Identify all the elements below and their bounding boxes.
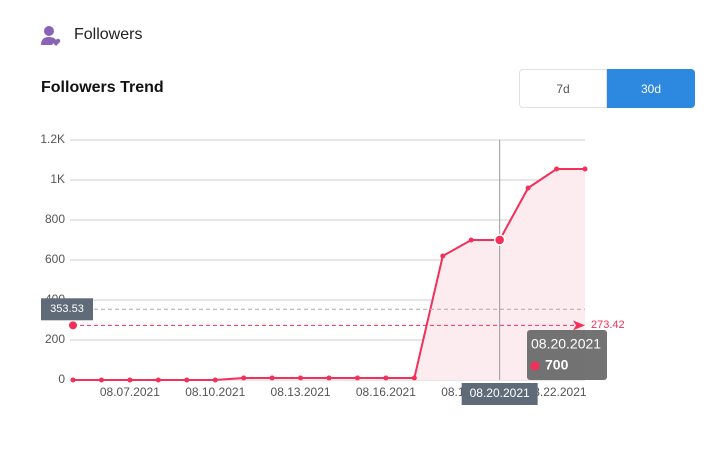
point [70, 377, 76, 383]
point [354, 375, 360, 381]
range-button[interactable]: 7d [519, 69, 607, 108]
point [554, 166, 560, 172]
reference-label: 273.42 [591, 319, 625, 331]
point [411, 375, 417, 381]
point [212, 377, 218, 383]
point [98, 377, 104, 383]
followers-icon [41, 26, 61, 46]
y-tick-label: 800 [45, 212, 65, 226]
point [326, 375, 332, 381]
tooltip-dot [530, 361, 540, 371]
point [525, 185, 531, 191]
x-tick-label: 08.07.2021 [100, 385, 160, 399]
point [383, 375, 389, 381]
section-title: Followers Trend [41, 79, 164, 96]
x-tick-label: 08.22.2021 [527, 385, 587, 399]
point [298, 375, 304, 381]
crosshair-x-label: 08.20.2021 [470, 386, 530, 400]
x-tick-label: 08.16.2021 [356, 385, 416, 399]
y-tick-label: 200 [45, 332, 65, 346]
tooltip [527, 330, 607, 380]
reference-dot [69, 321, 77, 330]
x-tick-label: 08.10.2021 [185, 385, 245, 399]
point [241, 375, 247, 381]
y-tick-label: 600 [45, 252, 65, 266]
point [468, 237, 474, 243]
range-button[interactable]: 30d [607, 69, 695, 108]
area [73, 169, 585, 380]
hover-point [493, 234, 506, 246]
crosshair-x-box [461, 383, 538, 405]
y-tick-label: 1K [50, 172, 65, 186]
tooltip-value: 700 [545, 357, 569, 373]
x-tick-label: 08.13.2021 [271, 385, 331, 399]
point [127, 377, 133, 383]
point [269, 375, 275, 381]
crosshair-y-label: 353.53 [50, 303, 84, 315]
tooltip-date: 08.20.2021 [531, 336, 601, 352]
header-title: Followers [74, 26, 142, 43]
reference-arrow [573, 320, 585, 331]
point [155, 377, 161, 383]
point [582, 166, 588, 172]
y-tick-label: 1.2K [40, 132, 65, 146]
crosshair-y-box [41, 298, 93, 321]
point [184, 377, 190, 383]
point [440, 253, 446, 259]
y-tick-label: 0 [58, 372, 65, 386]
